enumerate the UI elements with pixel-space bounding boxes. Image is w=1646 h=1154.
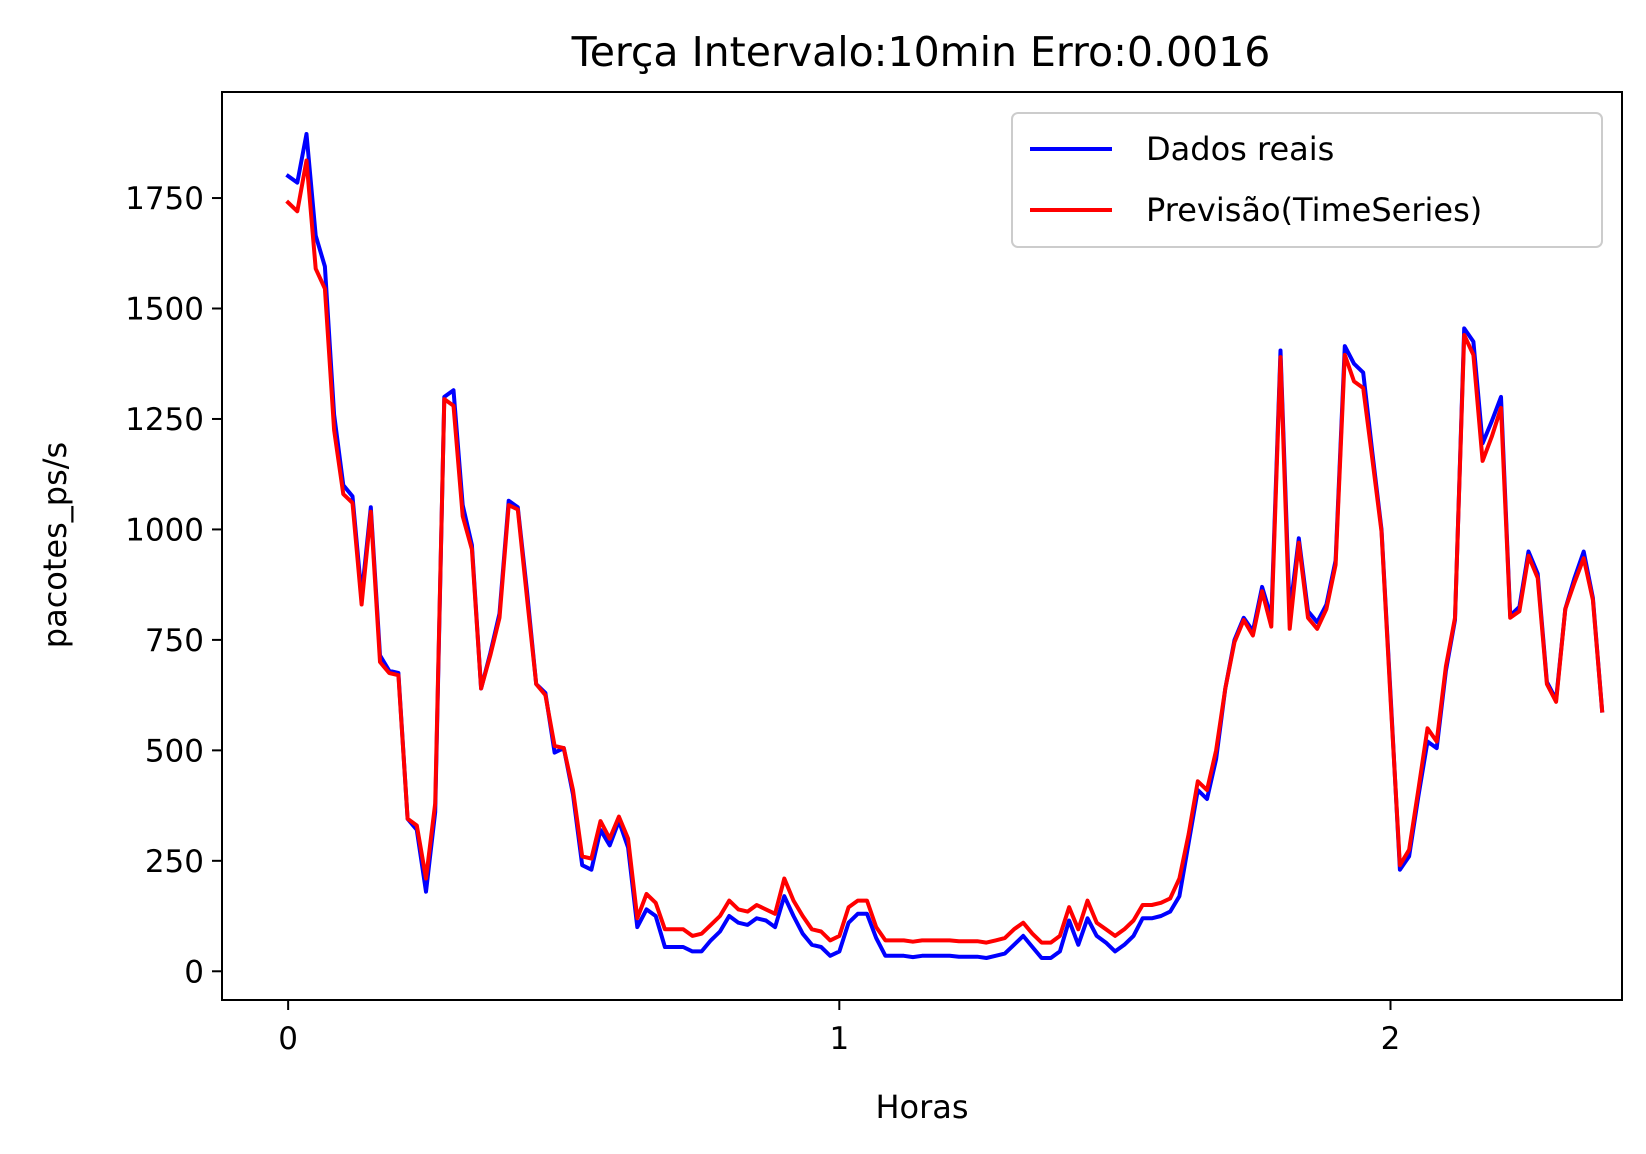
x-axis-ticks: 0 1 2 (278, 1000, 1400, 1057)
y-tick-label: 1500 (125, 292, 204, 328)
x-tick-label: 2 (1381, 1021, 1401, 1057)
chart-title: Terça Intervalo:10min Erro:0.0016 (571, 28, 1271, 76)
legend-label-dados-reais: Dados reais (1146, 130, 1334, 168)
x-tick-label: 1 (829, 1021, 849, 1057)
y-axis-ticks: 0 250 500 750 1000 1250 1500 1750 (125, 181, 222, 990)
plot-area (221, 91, 1623, 1001)
y-tick-label: 1750 (125, 181, 204, 217)
y-axis-label: pacotes_ps/s (36, 442, 74, 648)
x-axis-label: Horas (875, 1088, 968, 1126)
series-layer (285, 132, 1605, 960)
legend: Dados reais Previsão(TimeSeries) (1011, 112, 1603, 248)
y-tick-label: 1000 (125, 512, 204, 548)
y-tick-label: 750 (145, 623, 204, 659)
series-line-1 (285, 158, 1605, 945)
y-tick-label: 1250 (125, 402, 204, 438)
plot-frame (221, 91, 1623, 1001)
x-tick-label: 0 (278, 1021, 298, 1057)
legend-box (1011, 112, 1603, 248)
y-tick-label: 0 (184, 954, 204, 990)
y-tick-label: 500 (145, 733, 204, 769)
legend-label-previsao: Previsão(TimeSeries) (1146, 191, 1482, 229)
y-tick-label: 250 (145, 844, 204, 880)
